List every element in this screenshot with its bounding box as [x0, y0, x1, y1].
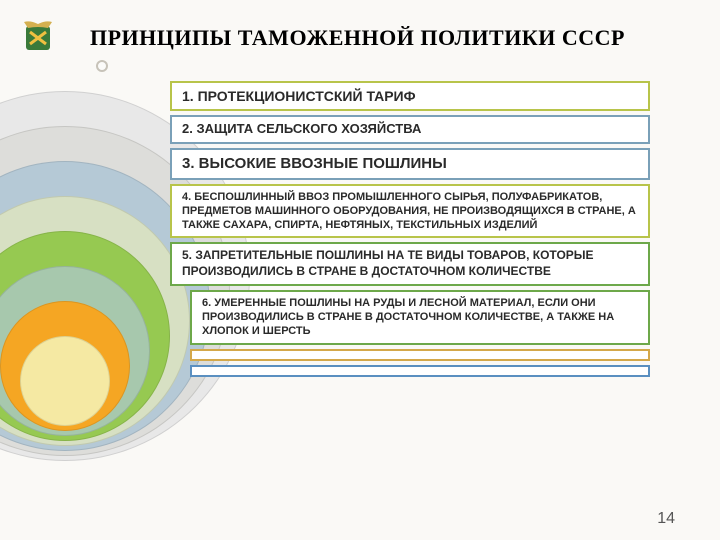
page-number: 14: [657, 510, 675, 528]
slide-container: ПРИНЦИПЫ ТАМОЖЕННОЙ ПОЛИТИКИ СССР 1. ПРО…: [0, 0, 720, 540]
principle-box-5: 5. ЗАПРЕТИТЕЛЬНЫЕ ПОШЛИНЫ НА ТЕ ВИДЫ ТОВ…: [170, 242, 650, 285]
principle-box-6: 6. УМЕРЕННЫЕ ПОШЛИНЫ НА РУДЫ И ЛЕСНОЙ МА…: [190, 290, 650, 345]
content-area: 1. ПРОТЕКЦИОНИСТСКИЙ ТАРИФ 2. ЗАЩИТА СЕЛЬ…: [40, 81, 680, 481]
spacer-box-1: [190, 349, 650, 361]
decorative-dot: [96, 60, 108, 72]
circle-layer: [20, 336, 110, 426]
spacer-box-2: [190, 365, 650, 377]
principle-box-4: 4. БЕСПОШЛИННЫЙ ВВОЗ ПРОМЫШЛЕННОГО СЫРЬЯ…: [170, 184, 650, 239]
page-title: ПРИНЦИПЫ ТАМОЖЕННОЙ ПОЛИТИКИ СССР: [90, 25, 680, 51]
principle-box-3: 3. ВЫСОКИЕ ВВОЗНЫЕ ПОШЛИНЫ: [170, 148, 650, 180]
principle-box-2: 2. ЗАЩИТА СЕЛЬСКОГО ХОЗЯЙСТВА: [170, 115, 650, 144]
principle-boxes: 1. ПРОТЕКЦИОНИСТСКИЙ ТАРИФ 2. ЗАЩИТА СЕЛЬ…: [170, 81, 690, 381]
emblem-icon: [18, 18, 58, 58]
principle-box-1: 1. ПРОТЕКЦИОНИСТСКИЙ ТАРИФ: [170, 81, 650, 111]
